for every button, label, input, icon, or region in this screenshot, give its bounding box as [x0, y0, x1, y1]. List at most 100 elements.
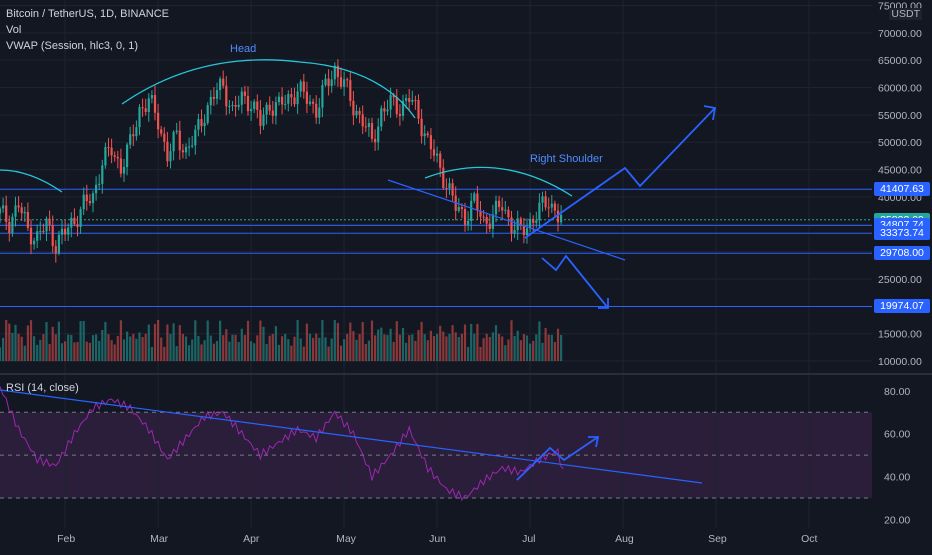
candle-body-98: [302, 81, 305, 92]
volume-bar-4: [11, 332, 14, 362]
candle-body-38: [116, 156, 119, 159]
volume-bar-1: [2, 337, 5, 362]
vwap-legend[interactable]: VWAP (Session, hlc3, 0, 1): [6, 40, 139, 52]
volume-bar-136: [420, 321, 423, 362]
volume-bar-104: [321, 320, 324, 362]
volume-bar-22: [67, 334, 70, 362]
candle-body-137: [423, 133, 426, 137]
volume-bar-73: [225, 329, 228, 362]
candle-body-115: [355, 111, 358, 116]
rsi-legend[interactable]: RSI (14, close): [6, 382, 79, 394]
volume-bar-32: [98, 340, 101, 362]
candle-body-82: [253, 101, 256, 110]
candle-body-76: [234, 104, 237, 107]
price-level-tag-3[interactable]: 33373.74: [874, 226, 930, 241]
candle-body-6: [17, 205, 20, 208]
volume-bar-5: [14, 324, 17, 362]
volume-bar-63: [194, 320, 197, 362]
candle-body-122: [377, 126, 380, 143]
volume-bar-179: [553, 342, 556, 362]
price-tick-10: 25000.00: [878, 274, 922, 286]
candle-body-29: [88, 201, 91, 204]
candle-body-159: [491, 214, 494, 229]
candle-body-104: [321, 85, 324, 108]
candle-body-176: [544, 196, 547, 208]
volume-bar-148: [457, 336, 460, 362]
volume-bar-21: [64, 341, 67, 362]
price-level-tag-4[interactable]: 29708.00: [874, 246, 930, 261]
volume-bar-52: [160, 337, 163, 362]
symbol-title[interactable]: Bitcoin / TetherUS, 1D, BINANCE: [6, 8, 170, 20]
volume-bar-152: [470, 323, 473, 362]
volume-bar-16: [48, 344, 51, 362]
volume-bar-146: [451, 325, 454, 362]
volume-bar-127: [392, 342, 395, 362]
volume-bar-80: [246, 320, 250, 362]
candle-body-26: [79, 209, 82, 227]
candle-body-181: [560, 214, 563, 223]
candle-body-112: [346, 79, 349, 81]
candle-body-63: [194, 129, 197, 146]
candle-body-86: [265, 104, 268, 115]
volume-bar-105: [324, 337, 327, 362]
vol-legend[interactable]: Vol: [6, 24, 22, 36]
candle-body-149: [460, 207, 463, 210]
volume-bar-90: [277, 344, 281, 362]
volume-bar-53: [163, 346, 166, 362]
candle-body-45: [138, 107, 141, 128]
candle-body-11: [33, 240, 36, 245]
candle-body-19: [57, 234, 60, 254]
volume-bar-38: [116, 335, 119, 362]
candle-body-135: [417, 100, 420, 119]
currency-label[interactable]: USDT: [889, 8, 922, 20]
volume-bar-115: [355, 339, 358, 362]
candle-body-16: [48, 218, 51, 226]
volume-bar-44: [135, 338, 138, 362]
candle-body-174: [538, 202, 541, 221]
candle-body-60: [184, 146, 188, 153]
rsi-tick-2: 40.00: [884, 472, 910, 484]
candle-body-154: [476, 193, 479, 211]
volume-bar-13: [39, 339, 42, 362]
price-level-tag-0[interactable]: 41407.63: [874, 182, 930, 197]
volume-bar-129: [398, 334, 401, 362]
candle-body-47: [144, 108, 147, 112]
candle-body-99: [305, 91, 308, 104]
candle-body-93: [287, 94, 290, 104]
candle-body-70: [215, 90, 219, 99]
volume-bar-8: [23, 345, 26, 362]
volume-bar-26: [79, 321, 82, 362]
candle-body-141: [436, 153, 439, 156]
volume-bar-66: [203, 340, 206, 362]
volume-bar-58: [178, 325, 181, 362]
candle-body-164: [507, 209, 510, 218]
candle-body-133: [411, 99, 414, 102]
candle-body-1: [2, 205, 5, 209]
candle-body-68: [209, 96, 212, 106]
candle-body-18: [54, 246, 57, 254]
volume-bar-89: [274, 326, 277, 362]
volume-bar-33: [101, 329, 104, 362]
candle-body-153: [473, 193, 476, 201]
volume-bar-56: [172, 323, 175, 362]
candle-body-102: [315, 103, 318, 118]
candle-body-32: [98, 183, 101, 185]
candle-body-162: [501, 207, 504, 211]
volume-bar-130: [401, 327, 405, 362]
candle-body-109: [336, 65, 339, 78]
volume-bar-170: [525, 335, 529, 362]
candle-body-108: [333, 65, 336, 80]
volume-bar-77: [237, 342, 240, 362]
volume-bar-154: [476, 323, 479, 362]
candle-body-168: [519, 218, 522, 226]
volume-bar-107: [330, 338, 333, 362]
candle-body-119: [367, 122, 370, 128]
candle-body-0: [0, 208, 2, 214]
volume-bar-112: [346, 333, 349, 362]
volume-bar-128: [395, 321, 398, 362]
price-level-tag-5[interactable]: 19974.07: [874, 299, 930, 314]
candle-body-23: [70, 217, 73, 228]
volume-bar-102: [315, 333, 318, 362]
